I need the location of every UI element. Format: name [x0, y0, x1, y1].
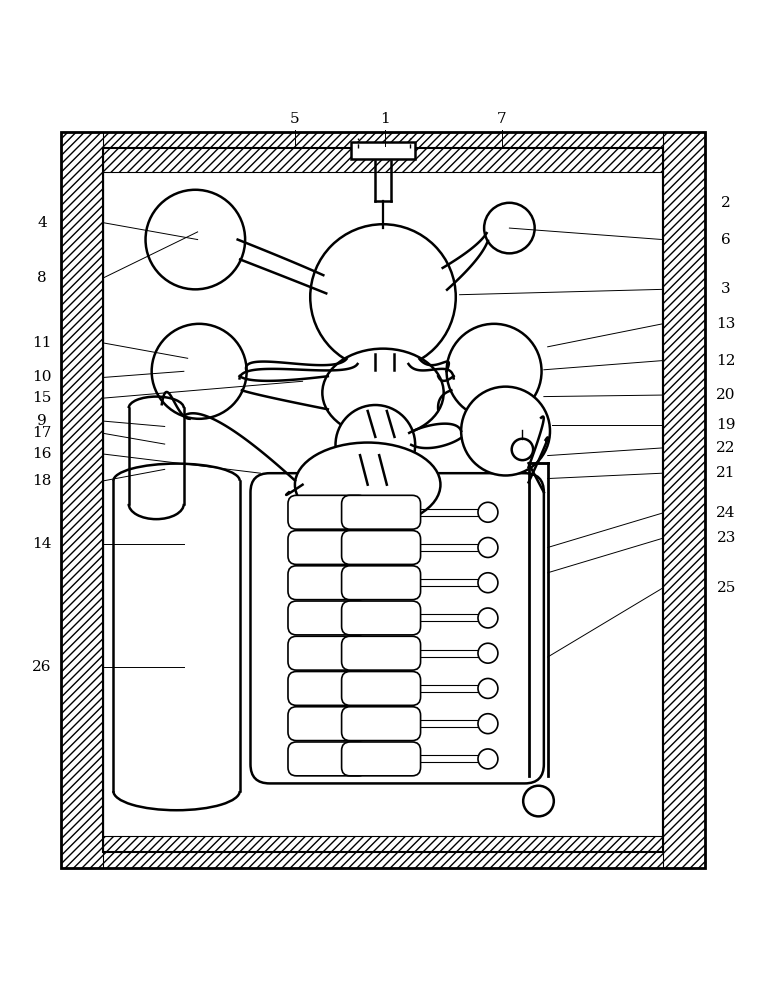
Circle shape [146, 190, 245, 289]
Bar [103, 148, 663, 852]
FancyBboxPatch shape [288, 566, 367, 600]
FancyBboxPatch shape [342, 636, 421, 670]
Text: 6: 6 [722, 233, 731, 247]
Text: 19: 19 [716, 418, 736, 432]
Circle shape [478, 643, 498, 663]
FancyBboxPatch shape [288, 672, 367, 705]
Text: 15: 15 [32, 391, 52, 405]
FancyBboxPatch shape [342, 672, 421, 705]
Ellipse shape [333, 305, 479, 420]
FancyBboxPatch shape [342, 531, 421, 564]
Circle shape [447, 324, 542, 419]
Circle shape [478, 714, 498, 734]
Bar [351, 142, 415, 159]
Text: 25: 25 [716, 581, 736, 595]
Text: 14: 14 [32, 537, 52, 551]
Text: 9: 9 [38, 414, 47, 428]
Circle shape [336, 405, 415, 485]
Circle shape [478, 608, 498, 628]
FancyBboxPatch shape [288, 707, 367, 741]
Circle shape [523, 786, 554, 816]
Text: 5: 5 [290, 112, 300, 126]
Ellipse shape [318, 339, 448, 439]
Text: 4: 4 [38, 216, 47, 230]
Circle shape [310, 224, 456, 370]
Text: 13: 13 [716, 317, 736, 331]
Text: 17: 17 [32, 426, 52, 440]
Circle shape [152, 324, 247, 419]
Bar [61, 132, 705, 868]
Text: 23: 23 [716, 531, 736, 545]
Bar [663, 132, 705, 868]
Text: 7: 7 [497, 112, 506, 126]
Text: 26: 26 [32, 660, 52, 674]
FancyBboxPatch shape [342, 742, 421, 776]
Text: 12: 12 [716, 354, 736, 368]
Text: 10: 10 [32, 370, 52, 384]
Text: 21: 21 [716, 466, 736, 480]
Bar [103, 148, 663, 852]
Bar [61, 132, 103, 868]
Bar [61, 836, 705, 868]
Circle shape [484, 203, 535, 253]
Text: 1: 1 [381, 112, 390, 126]
Text: 8: 8 [38, 271, 47, 285]
FancyBboxPatch shape [288, 742, 367, 776]
FancyBboxPatch shape [250, 473, 544, 783]
Circle shape [478, 538, 498, 557]
Circle shape [478, 749, 498, 769]
Ellipse shape [372, 339, 463, 431]
FancyBboxPatch shape [288, 531, 367, 564]
Text: 3: 3 [722, 282, 731, 296]
FancyBboxPatch shape [288, 636, 367, 670]
FancyBboxPatch shape [342, 601, 421, 635]
Circle shape [478, 573, 498, 593]
Ellipse shape [303, 339, 394, 431]
FancyBboxPatch shape [288, 601, 367, 635]
FancyBboxPatch shape [288, 495, 367, 529]
FancyBboxPatch shape [342, 495, 421, 529]
Text: 20: 20 [716, 388, 736, 402]
FancyBboxPatch shape [342, 566, 421, 600]
Bar [61, 132, 705, 868]
Circle shape [478, 502, 498, 522]
Circle shape [461, 387, 550, 475]
Text: 2: 2 [722, 196, 731, 210]
Circle shape [478, 678, 498, 698]
Circle shape [512, 439, 533, 460]
Text: 22: 22 [716, 441, 736, 455]
Text: 11: 11 [32, 336, 52, 350]
Text: 18: 18 [32, 474, 52, 488]
Text: 16: 16 [32, 447, 52, 461]
Ellipse shape [287, 305, 433, 420]
Text: 24: 24 [716, 506, 736, 520]
Ellipse shape [295, 443, 440, 527]
Bar [61, 132, 705, 172]
FancyBboxPatch shape [342, 707, 421, 741]
Ellipse shape [322, 349, 444, 437]
